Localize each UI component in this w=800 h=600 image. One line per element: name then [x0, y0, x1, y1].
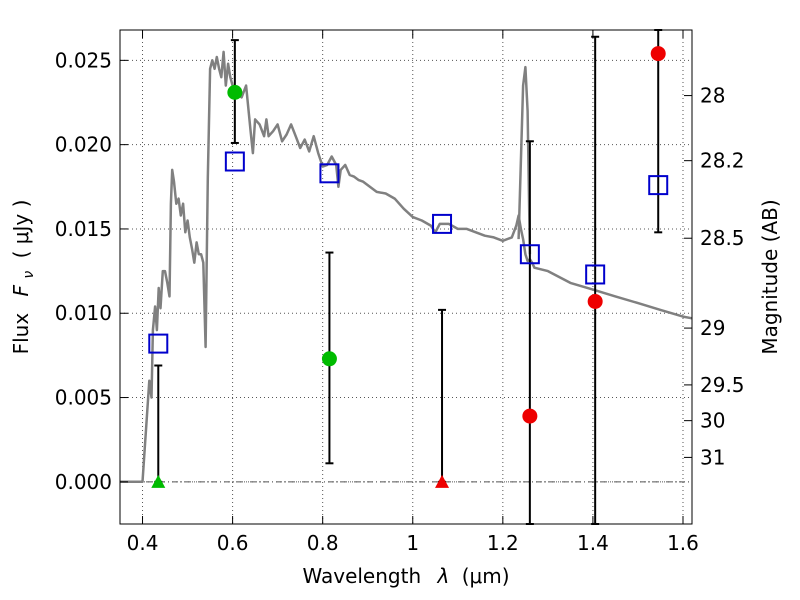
y2-tick-label: 29.5: [700, 373, 745, 397]
x-tick-label: 0.4: [127, 531, 159, 555]
observed-point-red: [587, 293, 603, 309]
y2-tick-label: 31: [700, 445, 725, 469]
x-axis-label-unit: (μm): [462, 564, 510, 588]
model-photometry-square: [519, 244, 540, 265]
plot-area: [120, 30, 692, 524]
upper-limit-markers: [151, 474, 450, 488]
y-axis-label-text: Flux: [9, 313, 33, 355]
x-axis-ticks: 0.4 0.6 0.8 1 1.2 1.4 1.6: [127, 30, 699, 555]
model-photometry-square: [148, 333, 169, 354]
x-tick-label: 1: [406, 531, 419, 555]
model-photometry-square: [224, 151, 245, 172]
model-sed-line: [120, 50, 693, 484]
upper-limit-triangle: [435, 474, 450, 488]
y-axis-ticks: 0.000 0.005 0.010 0.015 0.020 0.025: [55, 48, 128, 494]
observed-point-red: [650, 46, 666, 62]
observed-point-green: [227, 84, 243, 100]
observed-points: [227, 46, 666, 424]
y2-tick-label: 29: [700, 316, 725, 340]
y-tick-label: 0.015: [55, 217, 112, 241]
y-axis-label-unit: ( μJy ): [9, 200, 33, 259]
plot-frame: [119, 29, 693, 525]
y-tick-label: 0.010: [55, 301, 112, 325]
y-tick-label: 0.020: [55, 133, 112, 157]
y-axis-label-symbol: F: [9, 284, 33, 296]
y2-tick-label: 30: [700, 409, 725, 433]
x-axis-label-text: Wavelength: [302, 564, 421, 588]
y2-tick-label: 28.5: [700, 226, 745, 250]
x-tick-label: 0.8: [307, 531, 339, 555]
model-photometry-square: [432, 213, 453, 234]
y2-axis-ticks: 28 28.2 28.5 29 29.5 30 31: [684, 84, 745, 469]
model-photometry-squares: [148, 151, 669, 354]
observed-point-red: [522, 408, 538, 424]
model-photometry-square: [319, 163, 340, 184]
x-tick-label: 1.4: [577, 531, 609, 555]
model-photometry-square: [585, 264, 606, 285]
x-axis-label-symbol: λ: [437, 564, 450, 588]
y2-axis-label: Magnitude (AB): [758, 199, 782, 354]
x-tick-label: 1.2: [487, 531, 519, 555]
y-tick-label: 0.000: [55, 470, 112, 494]
model-sed-peak-line: [517, 65, 532, 255]
x-tick-label: 0.6: [217, 531, 249, 555]
y-axis-label-subscript: ν: [21, 271, 37, 279]
y-tick-label: 0.005: [55, 386, 112, 410]
y-tick-label: 0.025: [55, 48, 112, 72]
x-tick-label: 1.6: [667, 531, 699, 555]
x-axis-label: Wavelength λ (μm): [302, 564, 509, 588]
y2-tick-label: 28: [700, 84, 725, 108]
model-photometry-square: [648, 175, 669, 196]
observed-point-green: [321, 351, 337, 367]
y2-tick-label: 28.2: [700, 149, 745, 173]
grid-lines: [120, 30, 692, 524]
upper-limit-triangle: [151, 474, 166, 488]
model-sed-emission-peaks: [517, 65, 532, 255]
y-axis-label: Flux F ν ( μJy ): [9, 200, 38, 355]
